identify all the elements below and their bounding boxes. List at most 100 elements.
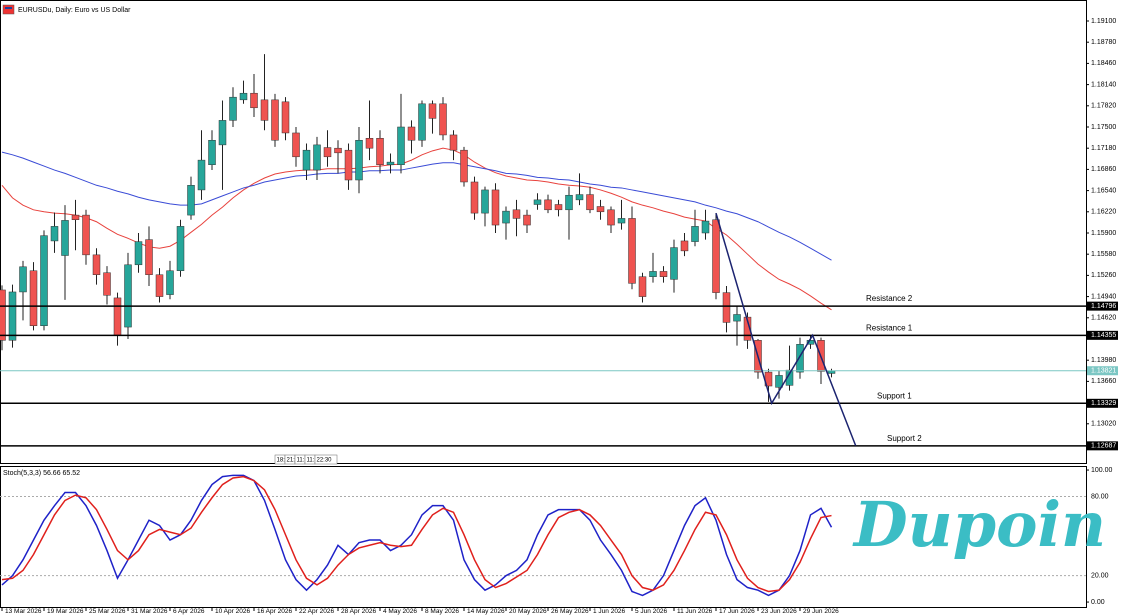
candle-body <box>250 92 258 109</box>
candle-body <box>166 270 174 295</box>
x-tick-label: 10 Apr 2026 <box>215 608 250 615</box>
y-tick-label: 80.00 <box>1091 493 1109 500</box>
candle-body <box>260 99 269 121</box>
timer-text: 18: <box>277 458 286 464</box>
candle-body <box>691 226 699 242</box>
candle-body <box>218 120 227 146</box>
y-tick-label: 1.17180 <box>1091 145 1116 152</box>
x-tick-label: 16 Apr 2026 <box>257 608 292 615</box>
level-name: Support 2 <box>887 434 922 443</box>
candle-body <box>239 92 248 101</box>
x-tick-label: 17 Jun 2026 <box>719 608 755 615</box>
candle-body <box>397 126 405 166</box>
x-tick-label: 26 May 2026 <box>551 608 589 615</box>
level-label: 1.14355 <box>1091 332 1116 339</box>
current-price-label: 1.13821 <box>1091 368 1116 375</box>
y-tick-label: 1.13660 <box>1091 378 1116 385</box>
y-tick-label: 1.17500 <box>1091 124 1116 131</box>
candle-body <box>512 209 521 219</box>
level-label: 1.13329 <box>1091 400 1116 407</box>
candle-body <box>439 103 447 136</box>
current-price-tag <box>1087 366 1118 376</box>
candle-body <box>460 149 468 183</box>
candle-body <box>806 340 815 345</box>
candle-body <box>775 375 783 388</box>
candle-body <box>355 139 363 181</box>
candle-body <box>208 139 216 166</box>
candle-body <box>617 218 626 224</box>
candle-body <box>365 138 374 149</box>
timer-text: 11: <box>297 458 305 464</box>
candle-body <box>544 199 552 211</box>
level-label: 1.14796 <box>1091 303 1116 310</box>
level-tag <box>1087 330 1118 340</box>
y-tick-label: 1.14940 <box>1091 293 1116 300</box>
x-tick-label: 1 Jun 2026 <box>593 608 626 615</box>
candle-body <box>481 189 489 214</box>
candle-body <box>649 271 657 277</box>
candle-body <box>229 96 237 121</box>
candle-body <box>491 189 500 226</box>
candle-body <box>71 214 80 220</box>
x-tick-label: 29 Jun 2026 <box>803 608 839 615</box>
candle-body <box>0 289 6 341</box>
y-tick-label: 1.15900 <box>1091 230 1116 237</box>
level-tag <box>1087 441 1118 451</box>
y-tick-label: 1.14620 <box>1091 315 1116 322</box>
x-tick-label: 19 Mar 2026 <box>47 608 84 615</box>
candle-body <box>50 226 59 242</box>
x-tick-label: 11 Jun 2026 <box>677 608 713 615</box>
candle-body <box>134 241 143 266</box>
moving-average <box>1 151 832 261</box>
candle-body <box>701 220 710 234</box>
stoch-line <box>1 475 832 593</box>
y-tick-label: 0.00 <box>1091 599 1105 606</box>
x-tick-label: 23 Jun 2026 <box>761 608 797 615</box>
x-tick-label: 25 Mar 2026 <box>89 608 126 615</box>
candle-body <box>407 126 416 141</box>
candle-body <box>187 185 195 216</box>
candle-body <box>596 206 605 213</box>
candle-body <box>124 264 132 328</box>
watermark: Dupoin <box>852 488 1106 561</box>
y-tick-label: 1.15260 <box>1091 272 1116 279</box>
timer-text: 21: <box>287 458 296 464</box>
candle-body <box>628 218 636 284</box>
candle-body <box>733 314 741 322</box>
x-tick-label: 28 Apr 2026 <box>341 608 376 615</box>
candle-body <box>176 226 185 272</box>
stoch-title: Stoch(5,3,3) 56.66 65.52 <box>3 470 80 477</box>
candle-body <box>638 276 647 297</box>
y-tick-label: 1.18140 <box>1091 81 1116 88</box>
level-name: Resistance 2 <box>866 294 913 303</box>
candle-body <box>113 297 122 336</box>
y-tick-label: 1.16540 <box>1091 187 1116 194</box>
candle-body <box>271 99 279 141</box>
candle-body <box>292 132 300 158</box>
candle-body <box>680 240 689 252</box>
candle-body <box>334 147 342 154</box>
candle-body <box>722 292 731 323</box>
candle-body <box>386 161 395 166</box>
y-tick-label: 1.18780 <box>1091 39 1116 46</box>
candle-body <box>554 204 563 211</box>
candle-body <box>82 214 90 256</box>
level-tag <box>1087 398 1118 408</box>
stoch-frame <box>0 466 1087 608</box>
timer-text: 11: <box>307 458 315 464</box>
x-tick-label: 4 May 2026 <box>383 608 417 615</box>
candle-body <box>575 194 584 201</box>
candle-body <box>533 199 542 205</box>
candle-body <box>376 138 384 166</box>
candle-body <box>29 270 38 326</box>
candle-body <box>785 369 794 386</box>
x-tick-label: 20 May 2026 <box>509 608 547 615</box>
y-tick-label: 1.13980 <box>1091 357 1116 364</box>
timer-text: 22:30 <box>317 458 333 464</box>
x-tick-label: 13 Mar 2026 <box>5 608 42 615</box>
candle-body <box>670 247 678 280</box>
chart-title: EURUSDu, Daily: Euro vs US Dollar <box>18 7 131 14</box>
y-tick-label: 1.13020 <box>1091 421 1116 428</box>
